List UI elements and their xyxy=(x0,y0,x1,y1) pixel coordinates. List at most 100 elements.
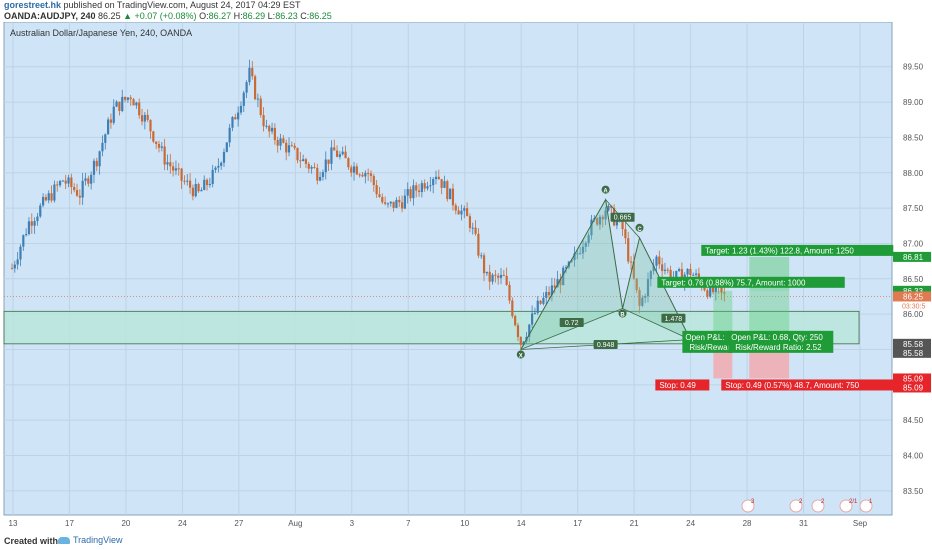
candle-body xyxy=(426,186,429,189)
candle-body xyxy=(367,172,370,174)
candle-body xyxy=(169,162,172,167)
candle-body xyxy=(58,180,62,186)
candle-body xyxy=(570,260,573,262)
y-tick-label: 87.00 xyxy=(903,239,924,248)
candle-body xyxy=(293,145,296,148)
candle-body xyxy=(629,261,633,263)
candle-body xyxy=(270,127,274,132)
candle-body xyxy=(262,114,265,127)
candle-body xyxy=(610,205,613,208)
x-tick-label: 10 xyxy=(460,519,469,528)
candle-body xyxy=(663,269,667,271)
candle-body xyxy=(101,142,104,152)
ratio-label-box xyxy=(661,313,686,323)
candle-body xyxy=(333,147,336,151)
y-tick-label: 89.00 xyxy=(903,98,924,107)
candle-body xyxy=(658,256,661,265)
tradingview-logo-icon xyxy=(58,537,70,545)
candle-body xyxy=(372,175,375,186)
candle-body xyxy=(138,102,141,116)
candle-body xyxy=(344,151,347,159)
candle-body xyxy=(508,284,511,301)
open-label: O: xyxy=(199,11,209,21)
pattern-point-marker xyxy=(516,350,525,359)
candle-body xyxy=(564,267,568,269)
candle-body xyxy=(188,180,192,188)
candle-body xyxy=(324,159,327,173)
candle-body xyxy=(78,195,81,198)
candle-body xyxy=(550,285,553,296)
candle-body xyxy=(203,179,206,191)
publish-info: published on TradingView.com, August 24,… xyxy=(63,0,301,10)
candle-body xyxy=(33,221,36,226)
candle-body xyxy=(641,297,644,306)
candle-body xyxy=(562,267,565,286)
candle-body xyxy=(661,264,664,271)
candle-body xyxy=(468,216,472,229)
candle-body xyxy=(361,174,364,177)
candle-body xyxy=(64,180,67,184)
candle-body xyxy=(350,167,353,173)
candle-body xyxy=(497,275,500,278)
candle-body xyxy=(44,197,48,201)
candle-body xyxy=(25,234,28,236)
y-tick-label: 83.50 xyxy=(903,487,924,496)
candle-body xyxy=(330,147,333,164)
countdown-label: 03:30:5 xyxy=(902,303,925,310)
candle-body xyxy=(92,160,96,175)
candle-body xyxy=(714,285,717,293)
price-axis-tag-text: 85.58 xyxy=(903,340,924,349)
candle-body xyxy=(335,150,339,157)
candle-body xyxy=(273,127,276,140)
candle-body xyxy=(451,188,455,206)
candle-body xyxy=(155,141,158,145)
event-marker-count: 2 xyxy=(821,499,825,505)
price-axis-tag-text: 85.09 xyxy=(903,383,924,392)
x-tick-label: 31 xyxy=(799,519,808,528)
price-chart[interactable]: 83.5084.0084.5085.0085.5086.0086.5087.00… xyxy=(0,22,932,530)
x-tick-label: 24 xyxy=(686,519,695,528)
y-tick-label: 89.50 xyxy=(903,63,924,72)
candle-body xyxy=(304,159,308,164)
stop-label-box xyxy=(721,379,895,391)
candle-body xyxy=(242,92,245,106)
candle-body xyxy=(287,145,291,153)
price-axis-tag xyxy=(893,382,931,393)
candle-body xyxy=(183,180,186,182)
candle-body xyxy=(627,238,630,262)
candle-body xyxy=(395,199,398,208)
candle-body xyxy=(596,218,599,225)
candle-body xyxy=(225,142,228,152)
x-tick-label: 17 xyxy=(65,519,74,528)
candle-body xyxy=(689,268,692,276)
x-tick-label: 28 xyxy=(743,519,752,528)
candle-body xyxy=(129,97,132,100)
high-value: 86.29 xyxy=(242,11,266,21)
author-link[interactable]: gorestreet.hk xyxy=(4,0,62,10)
symbol-name: OANDA:AUDJPY, 240 xyxy=(4,11,96,21)
candle-body xyxy=(172,166,175,171)
candle-body xyxy=(276,139,279,146)
pl-box xyxy=(682,330,733,353)
plot-background xyxy=(3,22,893,516)
price-change: ▲ +0.07 (+0.08%) xyxy=(123,11,197,21)
candle-body xyxy=(234,117,237,120)
pattern-point-label: B xyxy=(620,312,625,318)
candle-body xyxy=(675,270,678,280)
candle-body xyxy=(112,106,115,123)
candle-body xyxy=(635,278,638,291)
tradingview-link[interactable]: TradingView xyxy=(58,535,123,545)
candle-body xyxy=(61,180,64,182)
candle-body xyxy=(400,202,404,209)
low-value: 86.23 xyxy=(275,11,298,21)
candle-body xyxy=(352,166,356,173)
candle-body xyxy=(84,178,87,181)
candle-body xyxy=(107,119,110,135)
candle-body xyxy=(90,174,93,184)
candle-body xyxy=(70,177,73,187)
candle-body xyxy=(177,168,180,170)
x-tick-label: 14 xyxy=(517,519,526,528)
candle-body xyxy=(321,172,325,177)
candle-body xyxy=(601,216,604,220)
profit-zone-lower xyxy=(713,290,733,344)
